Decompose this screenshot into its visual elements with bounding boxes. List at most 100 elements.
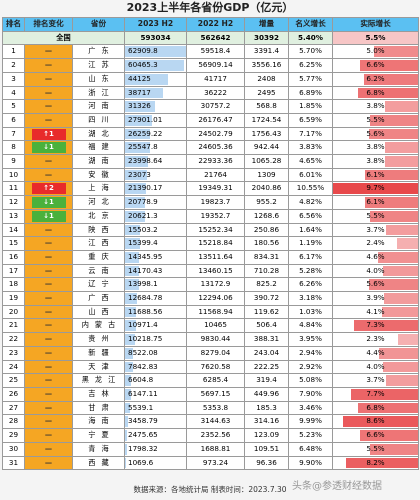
real-growth-bar [382, 361, 418, 373]
real-growth-cell: 5.6% [332, 126, 419, 142]
h2022-cell: 11568.94 [186, 304, 245, 320]
rank-cell: 2 [2, 58, 25, 73]
h2023-bar [125, 101, 156, 112]
real-growth-bar [368, 279, 418, 291]
province-cell: 湖北 [72, 126, 125, 142]
h2023-bar [125, 251, 139, 263]
real-growth-value: 2.4% [366, 238, 385, 248]
h2022-cell: 6285.4 [186, 373, 245, 388]
real-growth-bar [346, 457, 418, 469]
h2023-cell: 26259.22 [124, 126, 187, 142]
real-growth-value: 6.8% [366, 87, 385, 97]
h2022-cell: 36222 [186, 85, 245, 101]
real-growth-value: 6.1% [366, 197, 385, 207]
h2023-cell: 11688.56 [124, 304, 187, 320]
h2023-cell: 62909.8 [124, 44, 187, 60]
real-growth-cell: 4.0% [332, 263, 419, 279]
h2023-value: 6147.11 [128, 388, 158, 398]
rank-cell: 7 [2, 126, 25, 142]
h2023-cell: 3458.79 [124, 414, 187, 430]
nominal-growth-cell: 6.17% [288, 249, 333, 265]
increment-cell: 123.09 [244, 428, 289, 443]
h2022-cell: 24502.79 [186, 126, 245, 142]
increment-cell: 1724.54 [244, 112, 289, 128]
h2023-cell: 2475.65 [124, 428, 187, 443]
real-growth-bar [354, 320, 418, 332]
h2023-bar [125, 46, 186, 58]
h2022-cell: 19823.7 [186, 195, 245, 210]
nominal-growth-cell: 1.64% [288, 222, 333, 238]
rank-change-value: — [44, 402, 53, 412]
table-row: 23 — 新疆 8522.08 8279.04 243.04 2.94% 4.4% [2, 345, 419, 361]
nominal-growth-cell: 9.90% [288, 455, 333, 471]
h2023-bar [125, 306, 137, 318]
page-title: 2023上半年各省份GDP（亿元） [126, 1, 294, 14]
header-h2023: 2023 H2 [124, 17, 187, 32]
increment-cell: 506.4 [244, 318, 289, 334]
h2023-value: 5539.1 [128, 402, 154, 412]
rank-cell: 17 [2, 263, 25, 279]
rank-change-value: — [44, 87, 53, 97]
increment-cell: 1756.43 [244, 126, 289, 142]
rank-change-cell: — [24, 58, 73, 73]
h2022-cell: 7620.58 [186, 359, 245, 375]
real-growth-value: 4.0% [366, 361, 385, 371]
rank-change-cell: — [24, 373, 73, 388]
rank-change-value: — [44, 251, 53, 261]
h2022-cell: 8279.04 [186, 345, 245, 361]
total-h2023: 593034 [124, 30, 187, 46]
h2023-cell: 23073 [124, 167, 187, 183]
real-growth-value: 6.2% [366, 73, 385, 83]
header-nominal-growth: 名义增长 [288, 17, 333, 32]
nominal-growth-cell: 2.94% [288, 345, 333, 361]
rank-change-cell: — [24, 249, 73, 265]
h2023-cell: 1069.6 [124, 455, 187, 471]
h2022-cell: 13172.9 [186, 277, 245, 293]
rank-cell: 19 [2, 291, 25, 306]
real-growth-bar [358, 87, 418, 99]
h2023-bar [125, 293, 138, 304]
rank-change-cell: — [24, 71, 73, 87]
increment-cell: 185.3 [244, 400, 289, 416]
real-growth-value: 7.7% [366, 388, 385, 398]
footer-source: 数据来源：各地统计局 制表时间：2023.7.30 [133, 485, 287, 494]
total-nominal-growth: 5.40% [288, 30, 333, 46]
rank-cell: 31 [2, 455, 25, 471]
province-cell: 四川 [72, 112, 125, 128]
real-growth-bar [358, 402, 418, 414]
h2023-value: 25547.8 [128, 142, 158, 152]
h2023-value: 20621.3 [128, 210, 158, 220]
rank-cell: 11 [2, 181, 25, 197]
rank-change-cell: — [24, 332, 73, 347]
real-growth-bar [377, 251, 418, 263]
h2023-value: 1798.32 [128, 443, 158, 453]
nominal-growth-cell: 7.90% [288, 386, 333, 402]
h2022-cell: 1688.81 [186, 441, 245, 457]
total-row: 全国 593034 562642 30392 5.40% 5.5% [2, 30, 419, 46]
h2023-cell: 25547.8 [124, 140, 187, 156]
nominal-growth-cell: 1.85% [288, 99, 333, 114]
rank-change-cell: ↓1 [24, 195, 73, 210]
rank-change-cell: — [24, 85, 73, 101]
real-growth-cell: 9.7% [332, 181, 419, 197]
table-row: 18 — 辽宁 13998.1 13172.9 825.2 6.26% 5.6% [2, 277, 419, 293]
rank-change-value: — [44, 73, 53, 83]
rank-cell: 8 [2, 140, 25, 156]
rank-change-cell: — [24, 428, 73, 443]
rank-cell: 3 [2, 71, 25, 87]
real-growth-value: 5.0% [366, 46, 385, 56]
increment-cell: 388.31 [244, 332, 289, 347]
header-province: 省份 [72, 17, 125, 32]
rank-cell: 9 [2, 154, 25, 169]
h2023-value: 8522.08 [128, 347, 158, 357]
real-growth-value: 6.8% [366, 402, 385, 412]
rank-change-value: — [44, 430, 53, 440]
real-growth-bar [382, 306, 418, 318]
h2022-cell: 10465 [186, 318, 245, 334]
table-row: 3 — 山东 44125 41717 2408 5.77% 6.2% [2, 71, 419, 87]
h2023-cell: 60465.3 [124, 58, 187, 73]
h2023-value: 7842.83 [128, 361, 158, 371]
rank-change-value: — [44, 60, 53, 70]
rank-change-value: — [44, 457, 53, 467]
real-growth-value: 4.1% [366, 306, 385, 316]
